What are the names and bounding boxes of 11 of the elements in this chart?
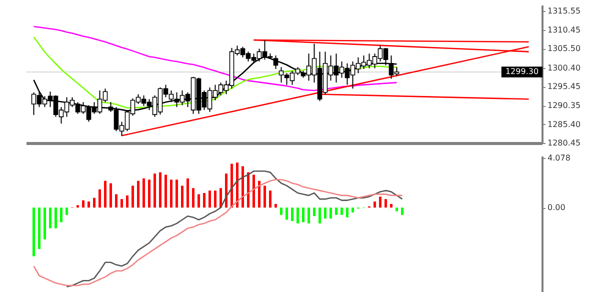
y-tick-label: 1300.40 [548, 63, 581, 72]
y-tick-label: 4.078 [548, 153, 570, 162]
y-tick-label: 1285.40 [548, 120, 581, 129]
y-tick-label: 1280.45 [548, 138, 581, 148]
y-tick-label: 1290.35 [548, 101, 581, 110]
y-tick-label: 1295.45 [548, 82, 581, 92]
y-tick-label: 0.00 [548, 203, 566, 212]
y-tick-label: 1305.50 [548, 44, 581, 54]
y-tick-label: 1310.45 [548, 26, 581, 35]
ref-line-label: 1299.30 [505, 67, 539, 76]
y-tick-label: 1315.55 [548, 6, 581, 16]
